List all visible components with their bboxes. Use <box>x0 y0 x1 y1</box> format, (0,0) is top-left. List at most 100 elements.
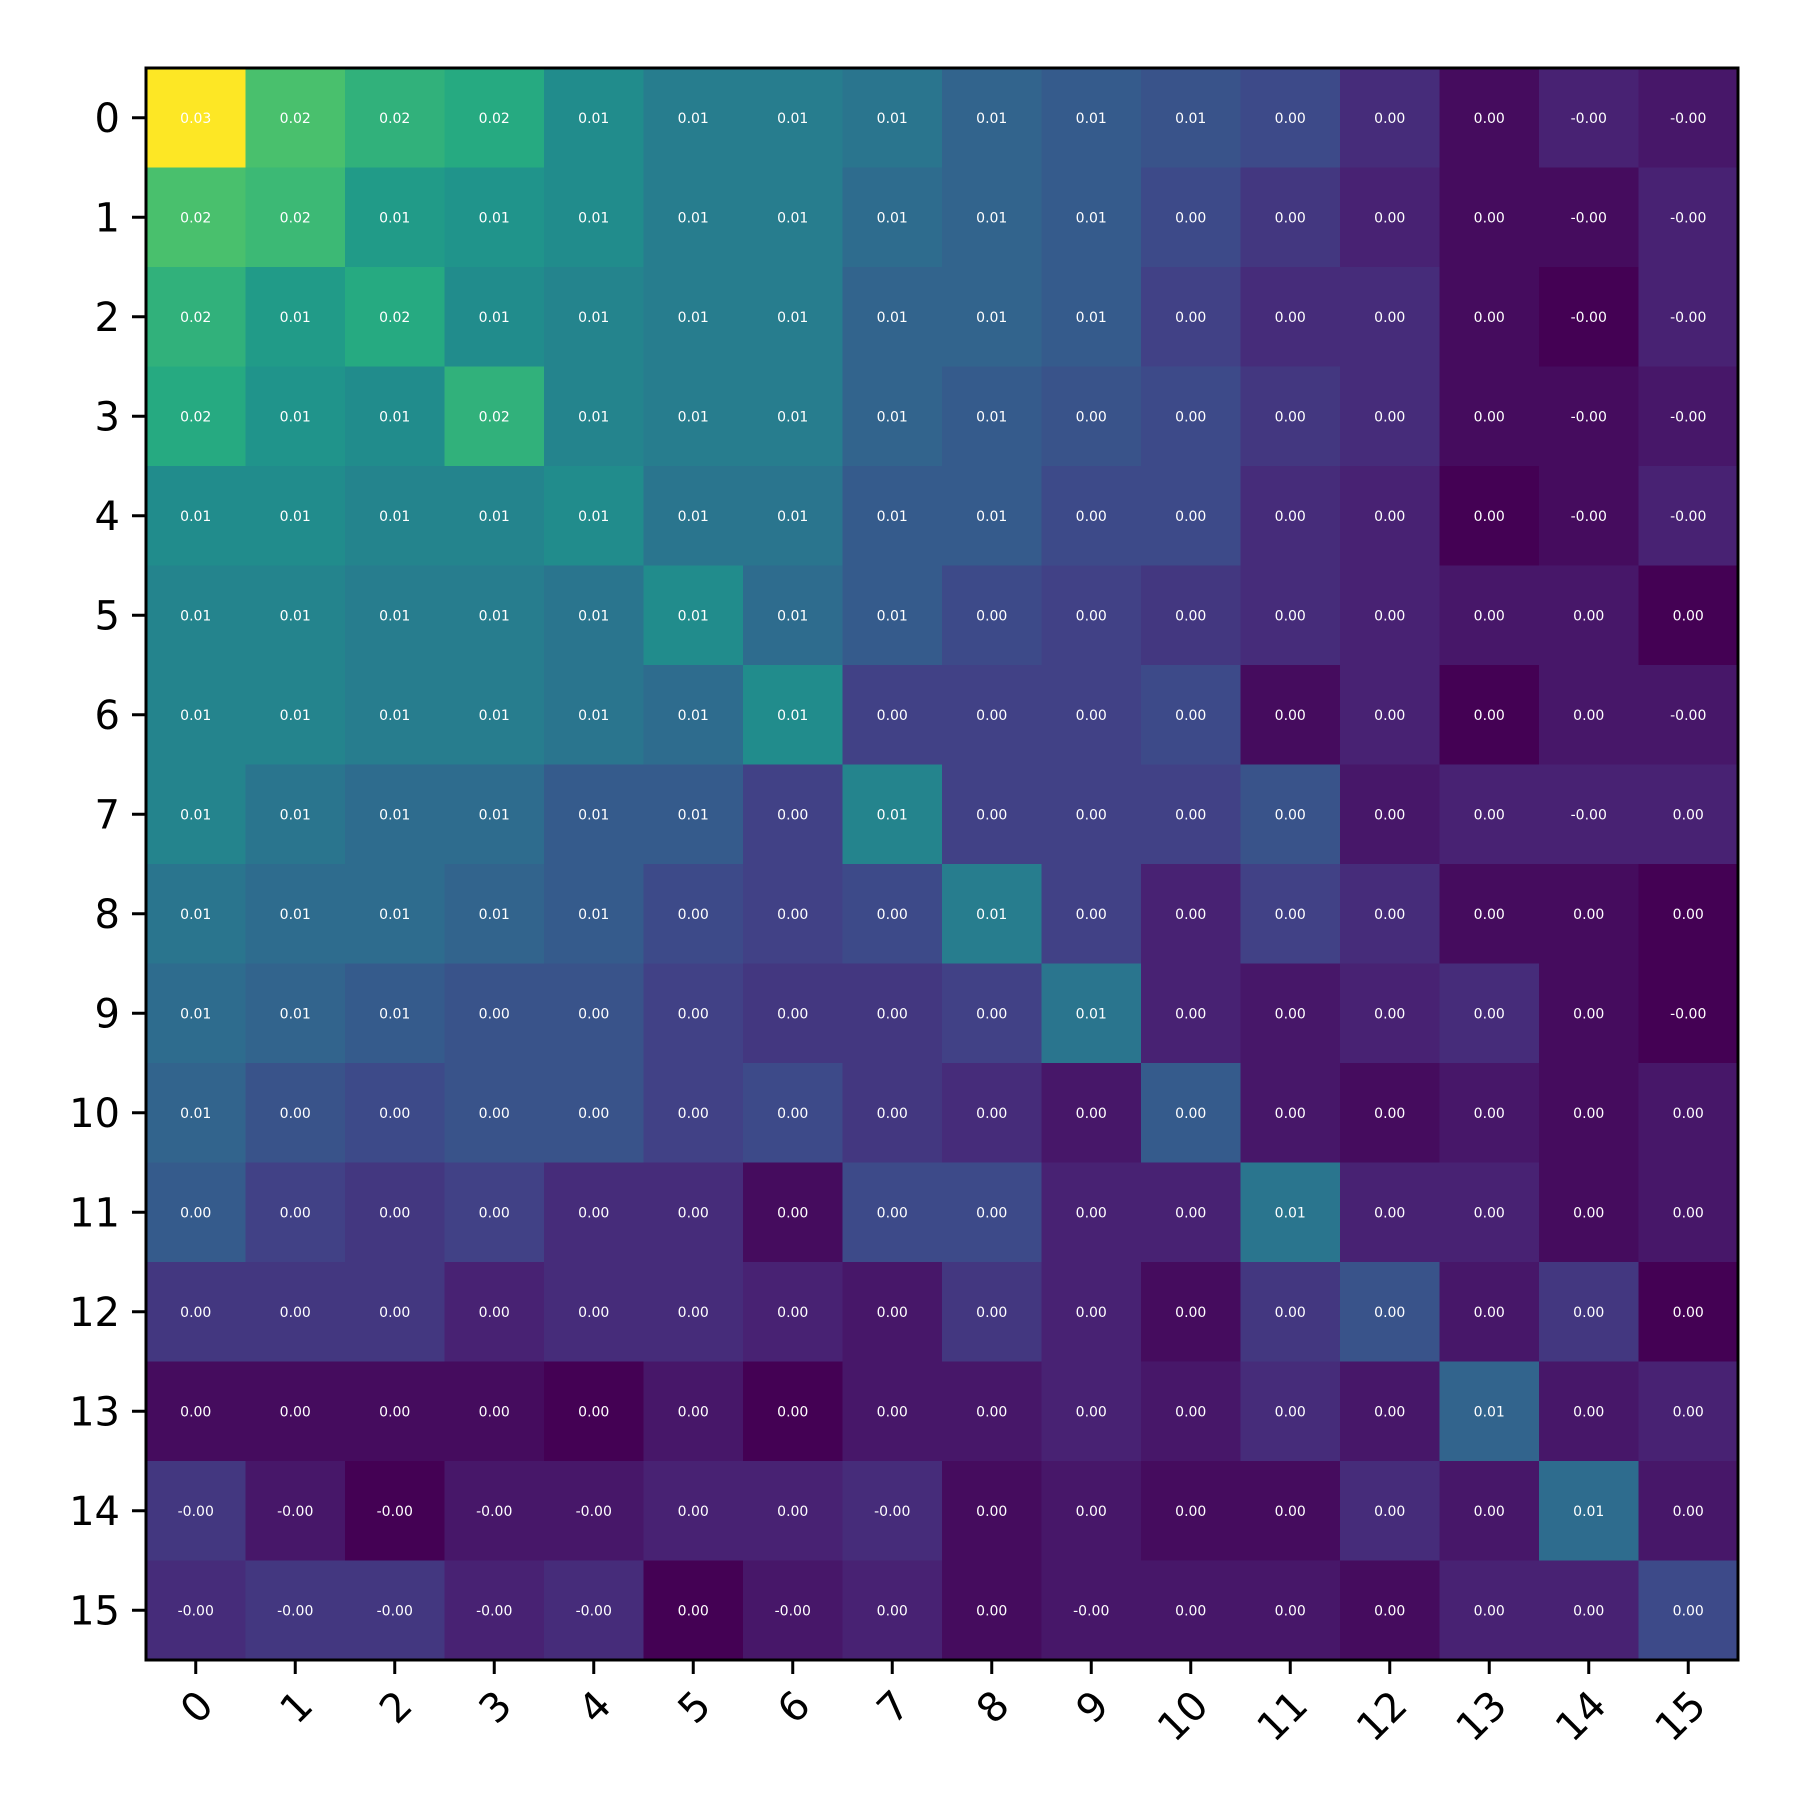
heatmap-cell-r7-c5 <box>643 764 744 865</box>
heatmap-cell-r8-c13 <box>1439 864 1540 965</box>
x-tick-label: 3 <box>471 1682 522 1733</box>
y-tick-label: 15 <box>69 1588 120 1634</box>
cell-value-label: 0.01 <box>777 608 808 624</box>
heatmap-cell-r4-c15 <box>1638 466 1739 567</box>
cell-value-label: 0.00 <box>1275 409 1306 425</box>
heatmap-cell-r13-c15 <box>1638 1361 1739 1462</box>
heatmap-cell-r5-c5 <box>643 565 744 666</box>
cell-value-label: 0.02 <box>379 111 410 127</box>
cell-value-label: 0.00 <box>777 1106 808 1122</box>
heatmap-cell-r10-c15 <box>1638 1063 1739 1164</box>
cell-value-label: 0.00 <box>678 1205 709 1221</box>
heatmap-cell-r11-c6 <box>743 1162 844 1263</box>
cell-value-label: -0.00 <box>576 1603 612 1619</box>
heatmap-cell-r15-c11 <box>1240 1560 1341 1661</box>
x-tick-label: 8 <box>968 1682 1019 1733</box>
heatmap-cell-r15-c12 <box>1340 1560 1441 1661</box>
heatmap-cell-r3-c3 <box>444 366 545 467</box>
heatmap-cell-r13-c8 <box>942 1361 1043 1462</box>
cell-value-label: 0.00 <box>1175 409 1206 425</box>
cell-value-label: 0.00 <box>1474 807 1505 823</box>
cell-value-label: 0.01 <box>379 409 410 425</box>
cell-value-label: 0.00 <box>379 1305 410 1321</box>
x-tick-label: 14 <box>1547 1682 1616 1751</box>
heatmap-cell-r1-c0 <box>146 167 247 268</box>
heatmap-cell-r6-c7 <box>842 665 943 766</box>
cell-value-label: 0.00 <box>1474 1305 1505 1321</box>
heatmap-cell-r7-c12 <box>1340 764 1441 865</box>
heatmap-cell-r15-c2 <box>345 1560 446 1661</box>
cell-value-label: 0.00 <box>777 1205 808 1221</box>
cell-value-label: 0.01 <box>280 509 311 525</box>
heatmap-cell-r10-c2 <box>345 1063 446 1164</box>
cell-value-label: 0.01 <box>578 210 609 226</box>
cell-value-label: 0.00 <box>280 1305 311 1321</box>
heatmap-cell-r2-c13 <box>1439 267 1540 368</box>
cell-value-label: -0.00 <box>1670 708 1706 724</box>
cell-value-label: 0.01 <box>678 509 709 525</box>
cell-value-label: 0.01 <box>180 509 211 525</box>
heatmap-cell-r11-c2 <box>345 1162 446 1263</box>
cell-value-label: 0.00 <box>1076 907 1107 923</box>
heatmap-cell-r0-c2 <box>345 68 446 169</box>
cell-value-label: 0.00 <box>1573 1006 1604 1022</box>
heatmap-cell-r13-c13 <box>1439 1361 1540 1462</box>
heatmap-cell-r15-c7 <box>842 1560 943 1661</box>
cell-value-label: 0.01 <box>1076 1006 1107 1022</box>
heatmap-cell-r5-c11 <box>1240 565 1341 666</box>
cell-value-label: 0.00 <box>1275 608 1306 624</box>
heatmap-cell-r2-c1 <box>245 267 346 368</box>
heatmap-cell-r12-c8 <box>942 1262 1043 1363</box>
heatmap-cell-r5-c6 <box>743 565 844 666</box>
cell-value-label: -0.00 <box>874 1504 910 1520</box>
cell-value-label: 0.00 <box>1374 1305 1405 1321</box>
heatmap-cell-r5-c0 <box>146 565 247 666</box>
cell-value-label: 0.01 <box>180 807 211 823</box>
cell-value-label: 0.01 <box>479 310 510 326</box>
cell-value-label: 0.00 <box>1275 1106 1306 1122</box>
cell-value-label: 0.00 <box>1374 608 1405 624</box>
heatmap-cell-r7-c13 <box>1439 764 1540 865</box>
heatmap-cell-r13-c11 <box>1240 1361 1341 1462</box>
cell-value-label: 0.00 <box>777 1305 808 1321</box>
heatmap-cell-r5-c10 <box>1141 565 1242 666</box>
heatmap-cell-r6-c9 <box>1041 665 1142 766</box>
heatmap-cell-r11-c5 <box>643 1162 744 1263</box>
cell-value-label: 0.00 <box>678 1404 709 1420</box>
heatmap-cell-r8-c5 <box>643 864 744 965</box>
heatmap-cell-r8-c10 <box>1141 864 1242 965</box>
heatmap-cell-r2-c0 <box>146 267 247 368</box>
heatmap-cell-r1-c13 <box>1439 167 1540 268</box>
heatmap-cell-r10-c10 <box>1141 1063 1242 1164</box>
cell-value-label: 0.00 <box>1275 907 1306 923</box>
cell-value-label: 0.01 <box>379 1006 410 1022</box>
cell-value-label: 0.01 <box>976 210 1007 226</box>
cell-value-label: 0.00 <box>877 708 908 724</box>
heatmap-cell-r0-c5 <box>643 68 744 169</box>
cell-value-label: 0.00 <box>1673 1106 1704 1122</box>
heatmap-cell-r7-c4 <box>544 764 645 865</box>
heatmap-cell-r5-c7 <box>842 565 943 666</box>
heatmap-cell-r6-c10 <box>1141 665 1242 766</box>
cell-value-label: 0.00 <box>877 1404 908 1420</box>
heatmap-cell-r14-c4 <box>544 1461 645 1562</box>
cell-value-label: 0.00 <box>877 1006 908 1022</box>
heatmap-cell-r6-c12 <box>1340 665 1441 766</box>
heatmap-cell-r0-c12 <box>1340 68 1441 169</box>
cell-value-label: 0.00 <box>1474 1504 1505 1520</box>
heatmap-cell-r12-c4 <box>544 1262 645 1363</box>
cell-value-label: -0.00 <box>1670 409 1706 425</box>
cell-value-label: 0.01 <box>976 907 1007 923</box>
heatmap-cell-r5-c12 <box>1340 565 1441 666</box>
cell-value-label: 0.00 <box>578 1006 609 1022</box>
heatmap-cell-r11-c13 <box>1439 1162 1540 1263</box>
heatmap-cell-r3-c2 <box>345 366 446 467</box>
heatmap-cell-r8-c8 <box>942 864 1043 965</box>
cell-value-label: -0.00 <box>576 1504 612 1520</box>
cell-value-label: 0.01 <box>180 1106 211 1122</box>
heatmap-cell-r13-c4 <box>544 1361 645 1462</box>
cell-value-label: 0.01 <box>578 310 609 326</box>
heatmap-cell-r12-c7 <box>842 1262 943 1363</box>
heatmap-cell-r14-c13 <box>1439 1461 1540 1562</box>
cell-value-label: 0.01 <box>379 907 410 923</box>
